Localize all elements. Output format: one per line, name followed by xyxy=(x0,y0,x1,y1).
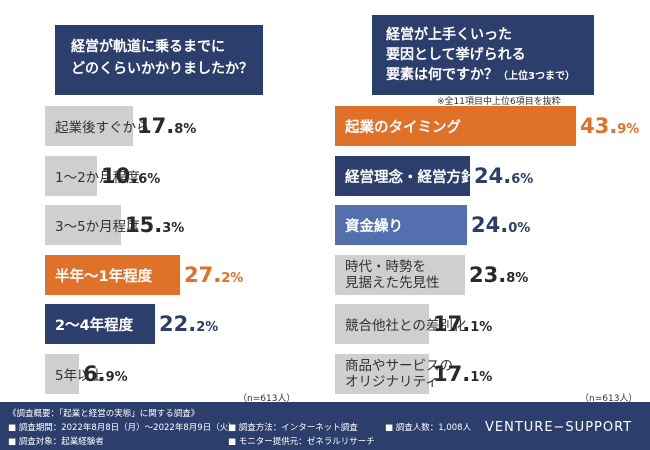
right-bar-label-5: 競合他社との差別化 xyxy=(345,304,466,344)
right-bar-label-5-line-1: 競合他社との差別化 xyxy=(345,318,467,334)
right-value-int-5: 17. xyxy=(433,312,471,336)
right-bar-label-1-line-1: 起業のタイミング xyxy=(345,119,461,136)
right-value-label-6: 17. 1% xyxy=(433,354,492,394)
left-value-dec-6: 9% xyxy=(105,369,128,385)
right-question-line-1: 経営が上手くいった xyxy=(386,27,512,43)
left-bar-5: 2〜4年程度 xyxy=(45,304,155,344)
left-value-dec-1: 8% xyxy=(174,121,197,137)
left-bar-label-5-line-1: 2〜4年程度 xyxy=(55,317,134,334)
right-bar-label-6-line-1: 商品やサービスの xyxy=(345,358,453,374)
left-bar-label-1: 起業後すぐから xyxy=(55,106,150,146)
footer-count: ■ 調査人数：1,008人 xyxy=(385,423,472,433)
left-bar-label-2: 1〜2か月程度 xyxy=(55,156,140,196)
left-bar-label-1-line-1: 起業後すぐから xyxy=(55,120,150,136)
right-bar-label-6-line-2: オリジナリティ xyxy=(345,374,439,390)
brand-logo-text: VENTURE−SUPPORT xyxy=(485,420,633,435)
right-bar-label-1: 起業のタイミング xyxy=(345,106,461,146)
left-value-int-2: 10. xyxy=(101,164,139,188)
left-value-dec-3: 3% xyxy=(162,220,185,236)
left-bar-label-2-line-1: 1〜2か月程度 xyxy=(55,170,140,186)
right-bar-label-4: 時代・時勢を 見据えた先見性 xyxy=(345,255,440,295)
right-value-dec-5: 1% xyxy=(470,319,493,335)
right-question-line-3-text: 要素は何ですか？ xyxy=(386,67,498,83)
right-bar-label-2-line-1: 経営理念・経営方針 xyxy=(345,169,476,186)
right-bar-1: 起業のタイミング xyxy=(335,106,576,146)
right-value-int-6: 17. xyxy=(433,362,471,386)
right-bar-label-4-line-1: 時代・時勢を xyxy=(345,259,426,275)
footer-method: ■ 調査方法：インターネット調査 xyxy=(228,423,358,433)
left-bar-label-4: 半年〜1年程度 xyxy=(55,255,152,295)
right-bar-label-3: 資金繰り xyxy=(345,205,403,245)
left-bar-4: 半年〜1年程度 xyxy=(45,255,180,295)
footer: 《調査概要：「起業と経営の実態」に関する調査》 ■ 調査期間：2022年8月8日… xyxy=(0,402,650,450)
right-sample-size: （n=613人） xyxy=(580,394,638,404)
left-value-label-2: 10. 6% xyxy=(101,156,160,196)
left-question-line-1: 経営が軌道に乗るまでに xyxy=(71,39,225,55)
left-bar-6: 5年以上 xyxy=(45,354,104,394)
right-question-sub: （上位3つまで） xyxy=(498,71,575,82)
left-value-dec-2: 6% xyxy=(138,171,161,187)
left-value-int-1: 17. xyxy=(137,114,175,138)
left-sample-size: （n=613人） xyxy=(238,394,296,404)
right-bar-3: 資金繰り xyxy=(335,205,467,245)
right-bar-label-4-line-2: 見据えた先見性 xyxy=(345,275,440,291)
left-value-label-4: 27. 2% xyxy=(184,255,243,295)
right-bar-2: 経営理念・経営方針 xyxy=(335,156,476,196)
right-bar-label-3-line-1: 資金繰り xyxy=(345,218,403,235)
left-value-label-3: 15. 3% xyxy=(125,205,184,245)
left-bar-2: 1〜2か月程度 xyxy=(45,156,140,196)
left-value-int-6: 6. xyxy=(83,362,106,386)
right-value-label-1: 43. 9% xyxy=(580,106,639,146)
right-value-int-4: 23. xyxy=(469,263,507,287)
footer-period: ■ 調査期間：2022年8月8日（月）〜2022年8月9日（火） xyxy=(8,423,237,433)
right-value-label-4: 23. 8% xyxy=(469,255,528,295)
right-question-box: 経営が上手くいった 要因として挙げられる 要素は何ですか？（上位3つまで） xyxy=(372,15,594,95)
right-value-int-2: 24. xyxy=(474,164,512,188)
left-value-dec-4: 2% xyxy=(221,270,244,286)
right-value-dec-6: 1% xyxy=(470,369,493,385)
left-value-label-5: 22. 2% xyxy=(159,304,218,344)
left-bar-label-6-line-1: 5年以上 xyxy=(55,368,105,384)
left-value-label-1: 17. 8% xyxy=(137,106,196,146)
left-value-int-5: 22. xyxy=(159,312,197,336)
right-bar-label-2: 経営理念・経営方針 xyxy=(345,156,476,196)
right-bar-6: 商品やサービスの オリジナリティ xyxy=(335,354,453,394)
footer-survey-title: 《調査概要：「起業と経営の実態」に関する調査》 xyxy=(8,409,200,419)
footer-target: ■ 調査対象：起業経験者 xyxy=(8,437,104,447)
left-question-line-2: どのくらいかかりましたか？ xyxy=(71,61,253,77)
right-chart-note: ※全11項目中上位6項目を抜粋 xyxy=(437,97,561,107)
right-value-dec-3: 0% xyxy=(508,220,531,236)
right-question-line-3: 要素は何ですか？（上位3つまで） xyxy=(386,65,594,87)
right-value-label-5: 17. 1% xyxy=(433,304,492,344)
left-question-box: 経営が軌道に乗るまでに どのくらいかかりましたか？ xyxy=(55,25,263,95)
right-value-label-3: 24. 0% xyxy=(471,205,530,245)
left-value-dec-5: 2% xyxy=(196,319,219,335)
right-bar-label-6: 商品やサービスの オリジナリティ xyxy=(345,354,453,394)
left-bar-label-3: 3〜5か月程度 xyxy=(55,205,140,245)
right-bar-5: 競合他社との差別化 xyxy=(335,304,466,344)
left-bar-3: 3〜5か月程度 xyxy=(45,205,140,245)
right-value-label-2: 24. 6% xyxy=(474,156,533,196)
right-question-line-2: 要因として挙げられる xyxy=(386,47,526,63)
right-bar-4: 時代・時勢を 見据えた先見性 xyxy=(335,255,465,295)
left-bar-label-4-line-1: 半年〜1年程度 xyxy=(55,268,153,285)
right-value-dec-2: 6% xyxy=(511,171,534,187)
right-value-dec-4: 8% xyxy=(506,270,529,286)
left-value-int-4: 27. xyxy=(184,263,222,287)
right-value-dec-1: 9% xyxy=(617,121,640,137)
right-value-int-1: 43. xyxy=(580,114,618,138)
left-value-label-6: 6. 9% xyxy=(83,354,128,394)
left-bar-label-6: 5年以上 xyxy=(55,354,104,394)
left-bar-1: 起業後すぐから xyxy=(45,106,150,146)
left-bar-label-3-line-1: 3〜5か月程度 xyxy=(55,219,140,235)
right-value-int-3: 24. xyxy=(471,213,509,237)
left-value-int-3: 15. xyxy=(125,213,163,237)
footer-provider: ■ モニター提供元：ゼネラルリサーチ xyxy=(228,437,375,447)
left-bar-label-5: 2〜4年程度 xyxy=(55,304,133,344)
